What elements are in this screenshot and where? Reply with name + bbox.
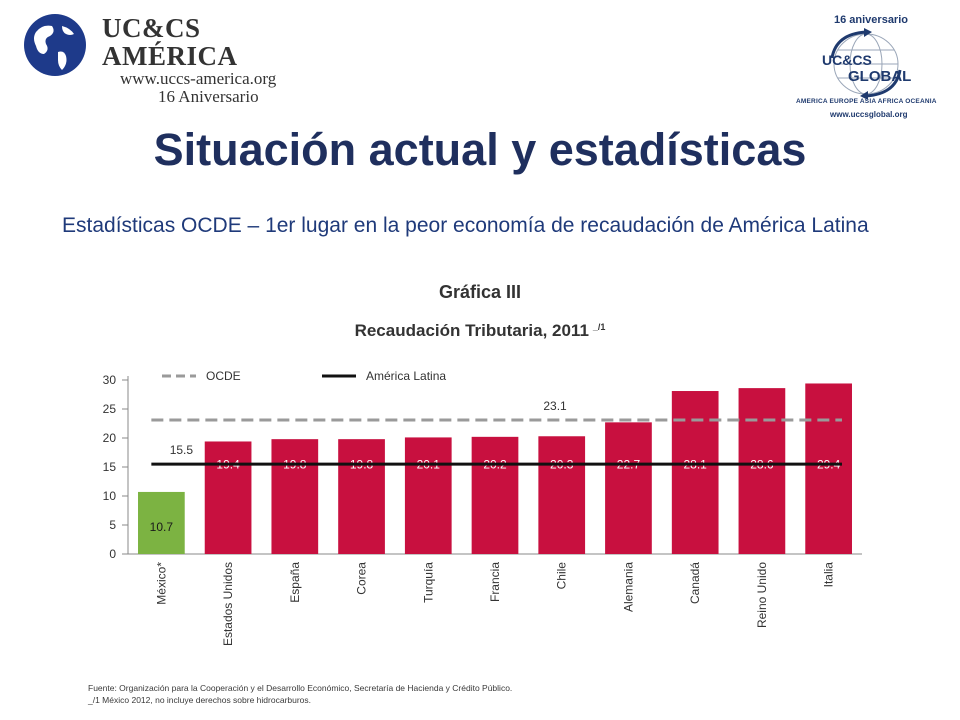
legend-label: OCDE xyxy=(206,369,241,383)
bar xyxy=(671,391,719,554)
category-label: México* xyxy=(154,562,168,605)
logo-name: UC&CS AMÉRICA xyxy=(102,13,238,71)
category-label: España xyxy=(288,562,302,603)
category-label: Canadá xyxy=(688,562,702,604)
bar xyxy=(805,383,852,554)
slide-title: Situación actual y estadísticas xyxy=(153,124,807,175)
global-continents: AMERICA EUROPE ASIA AFRICA OCEANIA xyxy=(796,98,937,105)
y-tick-label: 30 xyxy=(103,373,117,387)
y-tick-label: 20 xyxy=(103,431,117,445)
category-label: Francia xyxy=(488,562,502,602)
category-label: Alemania xyxy=(621,562,635,612)
y-tick-label: 5 xyxy=(109,518,116,532)
chart-title: Gráfica III xyxy=(439,282,521,302)
category-label: Reino Unido xyxy=(755,562,769,628)
legend-label: América Latina xyxy=(366,369,446,383)
y-tick-label: 10 xyxy=(103,489,117,503)
bar xyxy=(404,437,452,554)
category-label: Estados Unidos xyxy=(221,562,235,646)
chart-subtitle: Recaudación Tributaria, 2011 _/1 xyxy=(355,321,606,340)
bar xyxy=(271,439,319,554)
bar xyxy=(138,491,185,554)
slide-subtitle: Estadísticas OCDE – 1er lugar en la peor… xyxy=(62,214,869,237)
bar xyxy=(738,388,786,554)
bar xyxy=(338,439,385,554)
reference-line-label: 23.1 xyxy=(543,399,567,413)
footnote-source: Fuente: Organización para la Cooperación… xyxy=(88,683,513,693)
y-tick-label: 0 xyxy=(109,547,116,561)
bar xyxy=(538,436,586,554)
category-label: Corea xyxy=(355,562,369,595)
category-label: Italia xyxy=(822,562,836,588)
y-tick-label: 25 xyxy=(103,402,117,416)
global-globe-icon xyxy=(830,28,902,100)
bar xyxy=(204,441,252,554)
global-anniversary: 16 aniversario xyxy=(834,14,908,26)
uccs-america-logo: UC&CS AMÉRICA www.uccs-america.org 16 An… xyxy=(22,12,292,106)
bar xyxy=(605,422,652,554)
logo-url: www.uccs-america.org xyxy=(120,69,277,88)
y-tick-label: 15 xyxy=(103,460,117,474)
chart-subtitle-note: _/1 xyxy=(592,322,606,332)
tax-revenue-chart: Gráfica III Recaudación Tributaria, 2011… xyxy=(103,282,862,646)
global-brand-top: UC&CS xyxy=(822,52,872,68)
global-brand-bottom: GLOBAL xyxy=(848,68,912,85)
chart-subtitle-text: Recaudación Tributaria, 2011 xyxy=(355,321,589,340)
category-label: Chile xyxy=(555,562,569,590)
globe-icon xyxy=(24,14,86,76)
global-url: www.uccsglobal.org xyxy=(830,110,908,119)
chart-footnote: Fuente: Organización para la Cooperación… xyxy=(88,682,512,706)
category-label: Turquía xyxy=(421,562,435,603)
uccs-global-logo: 16 aniversario UC&CS GLOBAL AMERICA EURO… xyxy=(786,10,946,128)
logo-anniversary: 16 Aniversario xyxy=(158,87,259,106)
bar xyxy=(471,436,519,554)
bar-value-label: 10.7 xyxy=(150,520,174,534)
footnote-note: _/1 México 2012, no incluye derechos sob… xyxy=(88,695,312,705)
reference-line-label: 15.5 xyxy=(170,443,194,457)
